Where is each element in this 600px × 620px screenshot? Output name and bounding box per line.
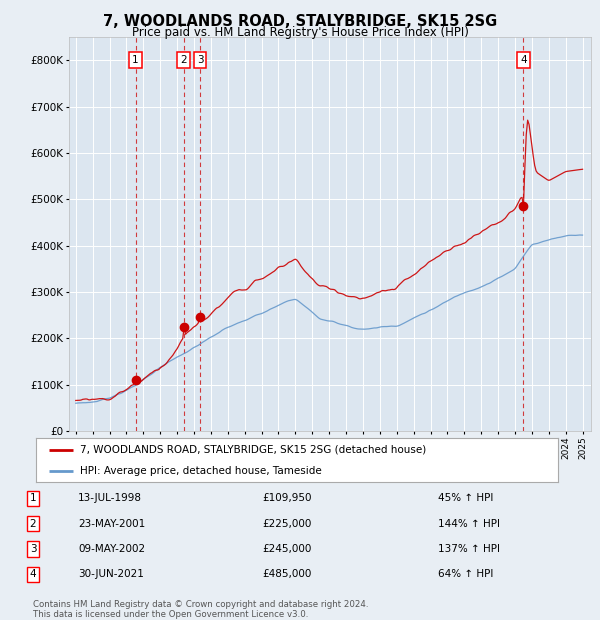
Text: Price paid vs. HM Land Registry's House Price Index (HPI): Price paid vs. HM Land Registry's House … [131, 26, 469, 39]
Text: Contains HM Land Registry data © Crown copyright and database right 2024.
This d: Contains HM Land Registry data © Crown c… [33, 600, 368, 619]
Text: 2: 2 [29, 518, 37, 529]
Text: 45% ↑ HPI: 45% ↑ HPI [438, 493, 493, 503]
Text: HPI: Average price, detached house, Tameside: HPI: Average price, detached house, Tame… [80, 466, 322, 476]
Text: 09-MAY-2002: 09-MAY-2002 [78, 544, 145, 554]
Text: 30-JUN-2021: 30-JUN-2021 [78, 569, 144, 580]
Text: £109,950: £109,950 [263, 493, 312, 503]
Text: 7, WOODLANDS ROAD, STALYBRIDGE, SK15 2SG (detached house): 7, WOODLANDS ROAD, STALYBRIDGE, SK15 2SG… [80, 445, 427, 455]
Text: 4: 4 [520, 55, 527, 65]
Text: 144% ↑ HPI: 144% ↑ HPI [438, 518, 500, 529]
Text: 23-MAY-2001: 23-MAY-2001 [78, 518, 145, 529]
Text: 3: 3 [29, 544, 37, 554]
Text: £245,000: £245,000 [263, 544, 312, 554]
Text: 7, WOODLANDS ROAD, STALYBRIDGE, SK15 2SG: 7, WOODLANDS ROAD, STALYBRIDGE, SK15 2SG [103, 14, 497, 29]
Text: 3: 3 [197, 55, 203, 65]
Text: 64% ↑ HPI: 64% ↑ HPI [438, 569, 493, 580]
Text: £485,000: £485,000 [263, 569, 312, 580]
Text: 1: 1 [132, 55, 139, 65]
Text: 2: 2 [181, 55, 187, 65]
Text: 137% ↑ HPI: 137% ↑ HPI [438, 544, 500, 554]
Text: 1: 1 [29, 493, 37, 503]
Text: 13-JUL-1998: 13-JUL-1998 [78, 493, 142, 503]
Text: 4: 4 [29, 569, 37, 580]
Text: £225,000: £225,000 [263, 518, 312, 529]
